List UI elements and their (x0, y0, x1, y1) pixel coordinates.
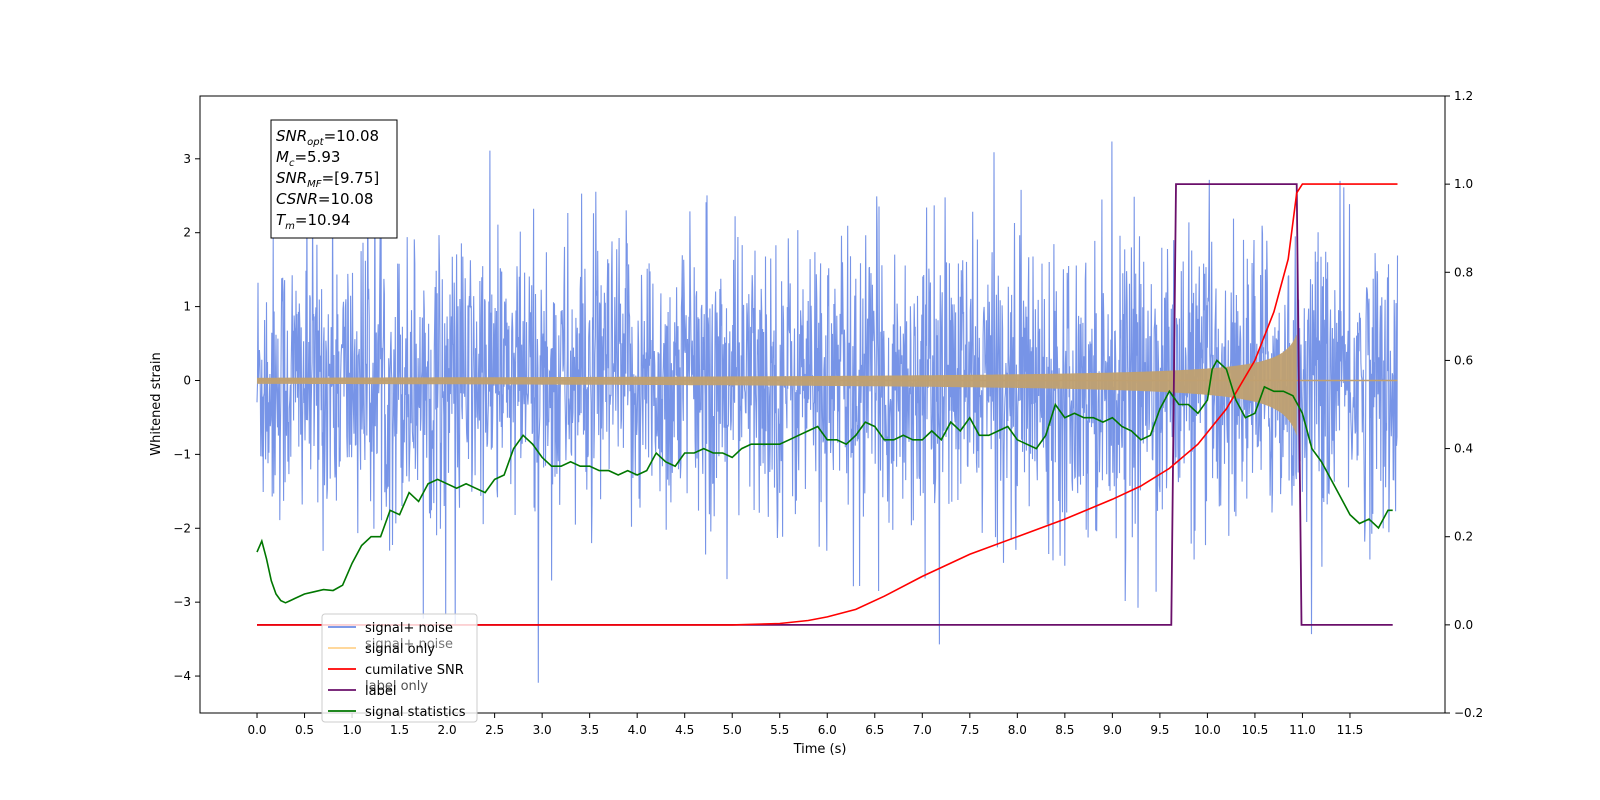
annotation-line: Tm=10.94 (276, 211, 350, 232)
y-tick-label: −1 (173, 447, 191, 461)
x-tick-label: 3.0 (533, 723, 552, 737)
x-tick-label: 2.5 (485, 723, 504, 737)
legend-ghost-label: signal+ noise (365, 637, 453, 652)
x-tick-label: 6.0 (818, 723, 837, 737)
x-tick-label: 10.5 (1242, 723, 1269, 737)
x-tick-label: 10.0 (1194, 723, 1221, 737)
x-tick-label: 1.0 (343, 723, 362, 737)
annotation-frame (270, 119, 398, 239)
x-tick-label: 5.0 (723, 723, 742, 737)
x-tick-label: 2.0 (438, 723, 457, 737)
x-tick-label: 7.0 (913, 723, 932, 737)
y2-tick-label: 0.0 (1454, 618, 1473, 632)
x-tick-label: 9.5 (1150, 723, 1169, 737)
signal-noise-line (256, 121, 1399, 683)
y-tick-label: 2 (183, 226, 191, 240)
y-tick-label: −4 (173, 669, 191, 683)
cumulative-snr-line (257, 183, 1398, 626)
y-tick-label: 0 (183, 373, 191, 387)
plot-frame (199, 95, 1446, 714)
x-tick-label: 7.5 (960, 723, 979, 737)
y-tick-label: 3 (183, 152, 191, 166)
y-tick-label: −3 (173, 595, 191, 609)
annotation-line: Mc=5.93 (276, 148, 340, 169)
y2-tick-label: 0.4 (1454, 442, 1473, 456)
legend-label: signal only (365, 642, 435, 657)
x-axis-label: Time (s) (793, 742, 847, 757)
y2-tick-label: 1.0 (1454, 177, 1473, 191)
label-line (257, 183, 1393, 626)
y-axis-right: 1.2 1.0 0.8 0.6 0.4 0.2 0.0 −0.2 (1445, 89, 1483, 720)
x-tick-label: 3.5 (580, 723, 599, 737)
x-tick-label: 1.5 (390, 723, 409, 737)
plot-area (256, 121, 1399, 683)
legend-ghost-label: label only (365, 679, 428, 694)
x-tick-label: 5.5 (770, 723, 789, 737)
y-axis-left: 3 2 1 0 −1 −2 −3 −4 (173, 152, 200, 683)
x-tick-label: 8.0 (1008, 723, 1027, 737)
y2-tick-label: −0.2 (1454, 706, 1483, 720)
y2-tick-label: 0.8 (1454, 265, 1473, 279)
annotation-line: SNRopt=10.08 (276, 127, 379, 148)
y-tick-label: −2 (173, 521, 191, 535)
legend-frame (321, 613, 478, 723)
legend-label: signal statistics (365, 705, 466, 720)
signal-only-envelope (257, 334, 1297, 436)
y2-tick-label: 0.6 (1454, 353, 1473, 367)
y-axis-label: Whitened strain (149, 352, 164, 455)
x-tick-label: 11.5 (1337, 723, 1364, 737)
y-tick-label: 1 (183, 300, 191, 314)
legend-label: signal+ noise (365, 621, 453, 636)
annotation-line: SNRMF=[9.75] (276, 169, 379, 190)
x-axis: 0.0 0.5 1.0 1.5 2.0 2.5 3.0 3.5 4.0 4.5 5.0 5.5 6.0 6… (247, 713, 1363, 737)
parameter-annotation-box: SNRopt=10.08Mc=5.93SNRMF=[9.75]CSNR=10.0… (270, 119, 398, 239)
legend-label: cumilative SNR (365, 663, 464, 678)
x-tick-label: 8.5 (1055, 723, 1074, 737)
signal-statistics-line (256, 359, 1393, 604)
x-tick-label: 9.0 (1103, 723, 1122, 737)
legend-label: label (365, 684, 396, 699)
annotation-line: CSNR=10.08 (276, 190, 373, 208)
x-tick-label: 4.5 (675, 723, 694, 737)
x-tick-label: 0.0 (247, 723, 266, 737)
y2-tick-label: 1.2 (1454, 89, 1473, 103)
x-tick-label: 6.5 (865, 723, 884, 737)
y2-tick-label: 0.2 (1454, 530, 1473, 544)
x-tick-label: 11.0 (1289, 723, 1316, 737)
x-tick-label: 4.0 (628, 723, 647, 737)
x-tick-label: 0.5 (295, 723, 314, 737)
